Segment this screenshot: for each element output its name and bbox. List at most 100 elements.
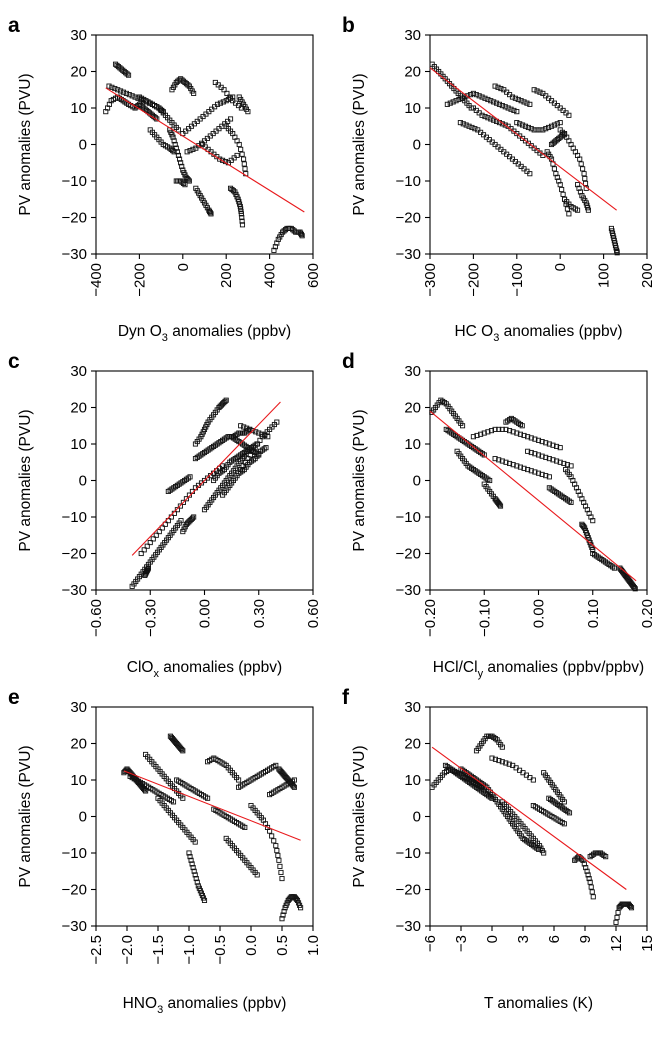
x-tick-label: −2.0	[119, 935, 136, 965]
data-point	[124, 71, 130, 77]
y-tick-label: 30	[70, 27, 87, 44]
data-point	[489, 755, 495, 761]
data-point	[514, 430, 520, 436]
data-point	[632, 586, 638, 592]
data-point	[485, 115, 491, 121]
x-axis-title-subscript: 3	[493, 332, 499, 344]
x-axis-title: HNO3 anomalies (ppbv)	[123, 995, 287, 1016]
data-point	[189, 515, 195, 521]
data-point	[557, 445, 563, 451]
data-point	[614, 914, 620, 921]
data-point	[510, 429, 516, 435]
data-point	[479, 112, 485, 118]
data-point	[187, 148, 193, 154]
data-point	[187, 474, 193, 480]
data-point	[503, 426, 509, 432]
data-point	[508, 106, 514, 112]
y-tick-label: 20	[70, 400, 87, 417]
data-point	[242, 166, 248, 172]
data-point	[241, 424, 247, 430]
data-point	[539, 453, 545, 459]
data-point	[496, 426, 502, 432]
y-tick-label: −30	[396, 918, 421, 935]
x-axis-title: HC O3 anomalies (ppbv)	[454, 323, 622, 344]
y-tick-label: −10	[396, 509, 421, 526]
regression-line	[131, 401, 281, 556]
y-tick-label: 30	[404, 699, 421, 716]
data-point	[129, 93, 135, 99]
data-point	[588, 884, 594, 890]
data-point	[517, 121, 523, 127]
x-tick-label: 0.10	[585, 599, 602, 628]
data-point	[550, 442, 556, 448]
x-tick-label: 0.20	[639, 599, 656, 628]
data-point	[517, 431, 523, 437]
data-point	[115, 87, 121, 93]
data-point	[259, 431, 265, 437]
data-point	[193, 876, 199, 882]
data-point	[512, 95, 518, 101]
data-point	[580, 166, 586, 172]
data-point	[492, 756, 498, 762]
data-point	[492, 426, 498, 432]
data-point	[171, 138, 177, 144]
data-point	[537, 127, 543, 133]
x-axis-title-rest: anomalies (ppbv/ppbv)	[483, 659, 644, 676]
data-point	[531, 127, 537, 133]
x-tick-label: 200	[218, 263, 235, 288]
x-tick-label: 0	[175, 263, 192, 271]
y-tick-label: −20	[62, 546, 87, 563]
y-tick-label: −20	[62, 882, 87, 899]
x-tick-label: 0	[484, 935, 501, 943]
y-tick-label: −10	[396, 845, 421, 862]
data-point	[554, 174, 560, 180]
data-point	[227, 94, 233, 100]
data-point	[460, 121, 466, 127]
data-point	[185, 82, 191, 88]
data-point	[590, 518, 596, 524]
panel-c: c −30 −20 −10 0 10 20 30 −0.60 −0.30 0.00 0.30 0.60 P…	[8, 350, 322, 680]
x-tick-label: 15	[639, 935, 656, 952]
data-point	[496, 101, 502, 107]
data-point	[238, 423, 244, 429]
data-point	[524, 100, 530, 106]
data-point	[521, 432, 527, 439]
data-point	[220, 157, 226, 163]
y-tick-label: −20	[396, 882, 421, 899]
y-tick-label: 30	[70, 363, 87, 380]
data-point	[463, 122, 469, 128]
data-points	[429, 61, 620, 256]
data-point	[497, 503, 504, 509]
y-tick-label: −30	[396, 246, 421, 263]
data-point	[186, 178, 192, 184]
data-point	[223, 397, 229, 403]
panel-letter: a	[8, 14, 20, 37]
x-axis-title: ClOx anomalies (ppbv)	[127, 659, 282, 680]
x-tick-label: 3	[515, 935, 532, 943]
data-point	[178, 160, 184, 166]
x-tick-label: −1.5	[150, 935, 167, 965]
data-point	[469, 124, 475, 131]
data-point	[184, 149, 190, 155]
data-point	[239, 218, 245, 224]
data-point	[162, 521, 168, 527]
x-tick-label: −1.0	[181, 935, 198, 965]
data-point	[511, 107, 517, 113]
data-point	[135, 95, 141, 101]
data-point	[554, 443, 560, 449]
data-point	[499, 121, 505, 127]
data-point	[535, 846, 542, 852]
data-point	[298, 905, 304, 911]
x-tick-label: 0.0	[243, 935, 260, 956]
y-tick-label: −10	[62, 509, 87, 526]
data-point	[587, 879, 593, 885]
data-point	[514, 120, 520, 126]
x-axis-title-rest: anomalies (ppbv)	[159, 659, 282, 676]
data-point	[488, 428, 495, 434]
data-point	[175, 152, 182, 159]
data-point	[159, 525, 165, 531]
data-point	[285, 225, 291, 232]
data-point	[613, 919, 619, 925]
data-point	[179, 747, 185, 753]
data-point	[576, 185, 582, 191]
